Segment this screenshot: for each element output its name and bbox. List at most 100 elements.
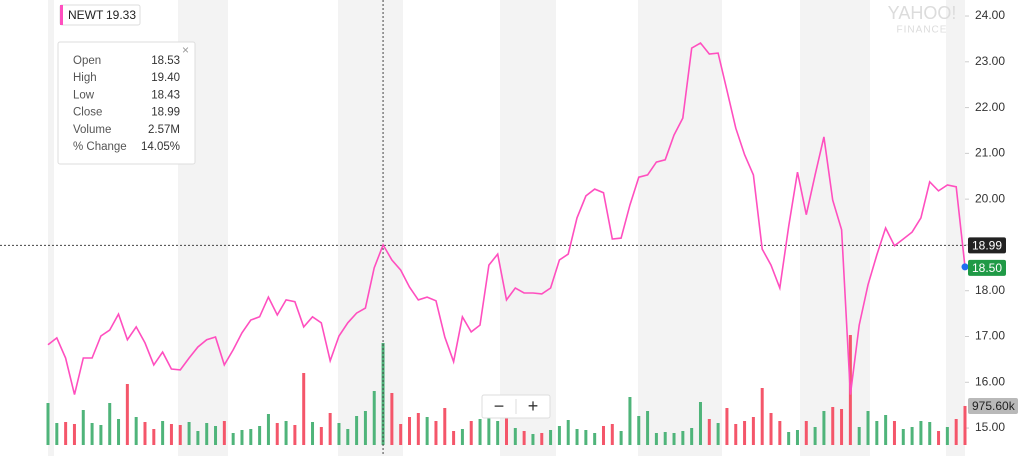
- volume-bar: [169, 424, 173, 445]
- volume-bar: [487, 415, 491, 445]
- volume-bar: [390, 393, 394, 445]
- volume-bar: [90, 423, 94, 445]
- volume-bar: [698, 402, 702, 445]
- volume-bar: [716, 423, 720, 445]
- volume-bar: [46, 403, 50, 445]
- volume-bar: [275, 423, 279, 445]
- volume-bar: [469, 421, 473, 445]
- volume-bar: [496, 421, 500, 445]
- tooltip-close[interactable]: ×: [182, 43, 189, 57]
- volume-bar: [769, 413, 773, 445]
- volume-bar: [55, 423, 59, 445]
- volume-bar: [866, 411, 870, 445]
- volume-bar: [919, 421, 923, 445]
- volume-bar: [293, 425, 297, 445]
- volume-bar: [522, 431, 526, 445]
- legend-name: NEWT: [68, 8, 104, 22]
- y-tick-label: 16.00: [975, 374, 1005, 388]
- volume-bar: [857, 427, 861, 445]
- volume-bar: [663, 432, 667, 445]
- tooltip-value: 18.43: [151, 89, 180, 101]
- crosshair-price-label: 18.99: [972, 239, 1002, 253]
- volume-bar: [205, 423, 209, 445]
- zoom-out[interactable]: −: [494, 396, 505, 416]
- volume-bar: [328, 413, 332, 445]
- y-tick-label: 23.00: [975, 54, 1005, 68]
- volume-bar: [540, 433, 544, 445]
- last-point: [961, 263, 969, 271]
- volume-bar: [214, 426, 218, 445]
- volume-bar: [804, 421, 808, 445]
- period-band: [800, 0, 870, 456]
- volume-bar: [302, 373, 306, 445]
- tooltip: [57, 41, 196, 165]
- volume-bar: [319, 427, 323, 445]
- y-tick-label: 24.00: [975, 8, 1005, 22]
- volume-bar: [81, 410, 85, 445]
- period-band: [338, 0, 403, 456]
- volume-bar: [963, 405, 967, 445]
- volume-bar: [72, 424, 76, 445]
- volume-bar: [178, 425, 182, 445]
- volume-label: 975.60k: [972, 399, 1016, 413]
- volume-bar: [355, 416, 359, 445]
- tooltip-key: Open: [73, 55, 101, 67]
- volume-bar: [619, 431, 623, 445]
- volume-bar: [161, 421, 165, 445]
- tooltip-key: Close: [73, 107, 102, 119]
- volume-bar: [363, 411, 367, 445]
- volume-bar: [152, 429, 156, 445]
- y-tick-label: 20.00: [975, 191, 1005, 205]
- volume-bar: [196, 431, 200, 445]
- volume-bar: [875, 421, 879, 445]
- volume-bar: [840, 409, 844, 445]
- volume-bar: [831, 407, 835, 445]
- volume-bar: [910, 427, 914, 445]
- volume-bar: [337, 423, 341, 445]
- volume-bar: [108, 403, 112, 445]
- volume-bar: [566, 420, 570, 445]
- volume-bar: [557, 426, 561, 445]
- volume-bar: [99, 425, 103, 445]
- tooltip-value: 14.05%: [141, 141, 180, 153]
- zoom-in[interactable]: +: [528, 396, 539, 416]
- volume-bar: [549, 430, 553, 445]
- volume-bar: [610, 424, 614, 445]
- period-band: [500, 0, 556, 456]
- volume-bar: [425, 417, 429, 445]
- volume-bar: [795, 430, 799, 445]
- y-tick-label: 15.00: [975, 420, 1005, 434]
- volume-bar: [884, 415, 888, 445]
- volume-bar: [408, 417, 412, 445]
- volume-bar: [646, 411, 650, 445]
- volume-bar: [372, 391, 376, 445]
- volume-bar: [654, 433, 658, 445]
- volume-bar: [928, 422, 932, 445]
- volume-bar: [222, 421, 226, 445]
- volume-bar: [64, 422, 68, 445]
- tooltip-value: 2.57M: [148, 124, 180, 136]
- volume-bar: [725, 408, 729, 445]
- volume-bar: [249, 429, 253, 445]
- volume-bar: [901, 429, 905, 445]
- tooltip-key: Volume: [73, 124, 111, 136]
- tooltip-key: Low: [73, 89, 95, 101]
- volume-bar: [954, 419, 958, 445]
- tooltip-value: 18.99: [151, 107, 180, 119]
- volume-bar: [690, 428, 694, 445]
- legend-value: 19.33: [106, 8, 136, 22]
- volume-bar: [778, 421, 782, 445]
- volume-bar: [531, 434, 535, 445]
- volume-bar: [751, 417, 755, 445]
- y-tick-label: 17.00: [975, 329, 1005, 343]
- tooltip-key: High: [73, 72, 97, 84]
- watermark: YAHOO!: [888, 3, 957, 23]
- watermark: FINANCE: [897, 25, 948, 36]
- volume-bar: [399, 424, 403, 445]
- volume-bar: [584, 430, 588, 445]
- volume-bar: [637, 416, 641, 445]
- price-line: [47, 41, 966, 395]
- last-price-label: 18.50: [972, 261, 1002, 275]
- y-tick-label: 21.00: [975, 146, 1005, 160]
